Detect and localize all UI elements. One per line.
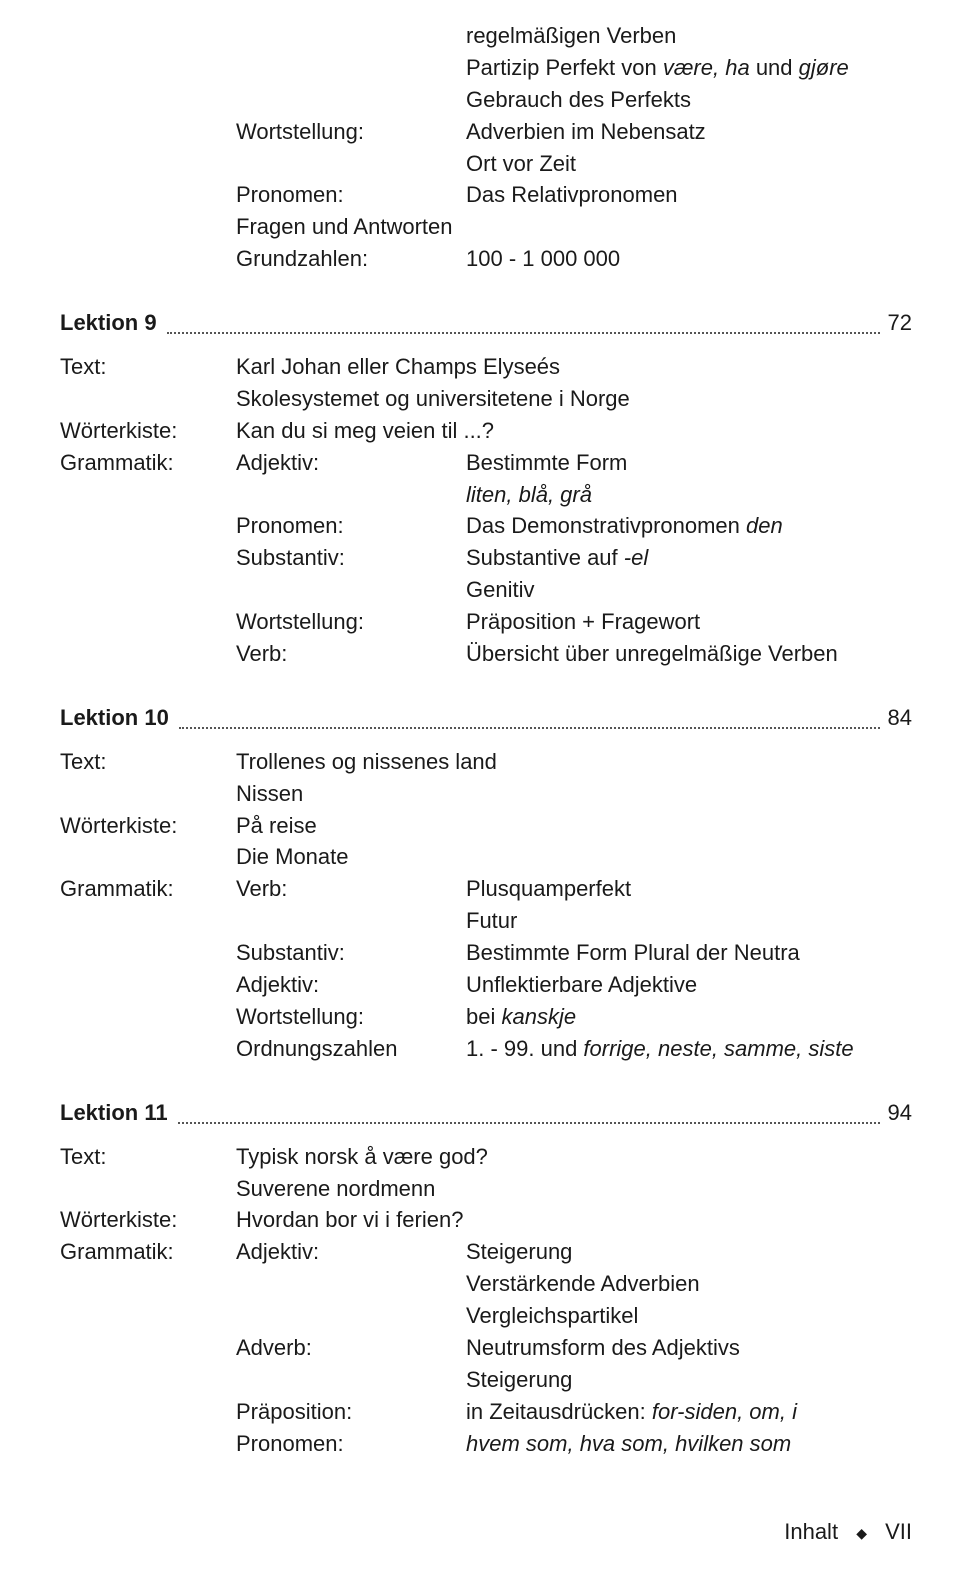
lek9-wk: Kan du si meg veien til ...?: [236, 415, 494, 447]
grammar-value: Steigerung: [466, 1236, 912, 1268]
lektion-9-title: Lektion 9: [60, 307, 157, 339]
page-footer: Inhalt ◆ VII: [784, 1516, 912, 1548]
dots-leader: [179, 727, 880, 729]
grammar-value: liten, blå, grå: [466, 479, 912, 511]
grammar-value: Neutrumsform des Adjektivs: [466, 1332, 912, 1364]
grammar-value: Futur: [466, 905, 912, 937]
lek9-text-line: Karl Johan eller Champs Elyseés: [236, 351, 560, 383]
intro-line: Partizip Perfekt von være, ha und gjøre: [466, 52, 912, 84]
grammar-value: Plusquamperfekt: [466, 873, 912, 905]
intro-line: Ort vor Zeit: [466, 148, 912, 180]
grundzahlen-label: Grundzahlen:: [236, 243, 466, 275]
lektion-9-body: Text: Karl Johan eller Champs Elyseés Sk…: [60, 351, 912, 670]
wortstellung-label: Wortstellung:: [236, 1001, 466, 1033]
text-label: Text:: [60, 351, 236, 383]
verb-label: Verb:: [236, 638, 466, 670]
lektion-11-page: 94: [888, 1097, 912, 1129]
grammar-value: Genitiv: [466, 574, 912, 606]
lektion-10-page: 84: [888, 702, 912, 734]
grammar-value: Das Demonstrativpronomen den: [466, 510, 912, 542]
ordnungszahlen-label: Ordnungszahlen: [236, 1033, 466, 1065]
grammar-value: hvem som, hva som, hvilken som: [466, 1428, 912, 1460]
grammar-value: Bestimmte Form Plural der Neutra: [466, 937, 912, 969]
lek11-text-line: Typisk norsk å være god?: [236, 1141, 488, 1173]
lektion-9-header: Lektion 9 72: [60, 307, 912, 339]
intro-line: Adverbien im Nebensatz: [466, 116, 912, 148]
lek9-text-line: Skolesystemet og universitetene i Norge: [236, 383, 630, 415]
bullet-icon: ◆: [856, 1525, 867, 1541]
substantiv-label: Substantiv:: [236, 542, 466, 574]
grammar-value: bei kanskje: [466, 1001, 912, 1033]
text-label: Text:: [60, 746, 236, 778]
praeposition-label: Präposition:: [236, 1396, 466, 1428]
text-label: Text:: [60, 1141, 236, 1173]
woerterkiste-label: Wörterkiste:: [60, 1204, 236, 1236]
footer-page: VII: [885, 1519, 912, 1544]
intro-line: 100 - 1 000 000: [466, 243, 912, 275]
dots-leader: [178, 1122, 880, 1124]
lek10-text-line: Trollenes og nissenes land: [236, 746, 497, 778]
woerterkiste-label: Wörterkiste:: [60, 810, 236, 842]
intro-block: regelmäßigen Verben Partizip Perfekt von…: [60, 20, 912, 275]
lektion-10-header: Lektion 10 84: [60, 702, 912, 734]
grammar-value: Vergleichspartikel: [466, 1300, 912, 1332]
grammar-value: 1. - 99. und forrige, neste, samme, sist…: [466, 1033, 912, 1065]
intro-line: Gebrauch des Perfekts: [466, 84, 912, 116]
grammar-value: Verstärkende Adverbien: [466, 1268, 912, 1300]
woerterkiste-label: Wörterkiste:: [60, 415, 236, 447]
lek10-text-line: Nissen: [236, 778, 303, 810]
grammatik-label: Grammatik:: [60, 447, 236, 479]
fragen-label: Fragen und Antworten: [236, 211, 466, 243]
grammatik-label: Grammatik:: [60, 1236, 236, 1268]
lek10-wk-line: På reise: [236, 810, 317, 842]
pronomen-label: Pronomen:: [236, 510, 466, 542]
grammar-value: in Zeitausdrücken: for-siden, om, i: [466, 1396, 912, 1428]
lektion-11-title: Lektion 11: [60, 1097, 168, 1129]
adjektiv-label: Adjektiv:: [236, 447, 466, 479]
adverb-label: Adverb:: [236, 1332, 466, 1364]
adjektiv-label: Adjektiv:: [236, 1236, 466, 1268]
intro-line: Das Relativpronomen: [466, 179, 912, 211]
intro-line: regelmäßigen Verben: [466, 20, 912, 52]
lek11-wk: Hvordan bor vi i ferien?: [236, 1204, 463, 1236]
wortstellung-label: Wortstellung:: [236, 606, 466, 638]
grammar-value: Substantive auf -el: [466, 542, 912, 574]
grammatik-label: Grammatik:: [60, 873, 236, 905]
grammar-value: Steigerung: [466, 1364, 912, 1396]
wortstellung-label: Wortstellung:: [236, 116, 466, 148]
dots-leader: [167, 332, 880, 334]
lektion-11-body: Text: Typisk norsk å være god? Suverene …: [60, 1141, 912, 1460]
lektion-10-body: Text: Trollenes og nissenes land Nissen …: [60, 746, 912, 1065]
lektion-9-page: 72: [888, 307, 912, 339]
pronomen-label: Pronomen:: [236, 179, 466, 211]
lektion-11-header: Lektion 11 94: [60, 1097, 912, 1129]
verb-label: Verb:: [236, 873, 466, 905]
adjektiv-label: Adjektiv:: [236, 969, 466, 1001]
lektion-10-title: Lektion 10: [60, 702, 169, 734]
grammar-value: Übersicht über unregelmäßige Verben: [466, 638, 912, 670]
grammar-value: Bestimmte Form: [466, 447, 912, 479]
footer-inhalt: Inhalt: [784, 1519, 838, 1544]
pronomen-label: Pronomen:: [236, 1428, 466, 1460]
lek10-wk-line: Die Monate: [236, 841, 349, 873]
substantiv-label: Substantiv:: [236, 937, 466, 969]
grammar-value: Präposition + Fragewort: [466, 606, 912, 638]
lek11-text-line: Suverene nordmenn: [236, 1173, 435, 1205]
grammar-value: Unflektierbare Adjektive: [466, 969, 912, 1001]
